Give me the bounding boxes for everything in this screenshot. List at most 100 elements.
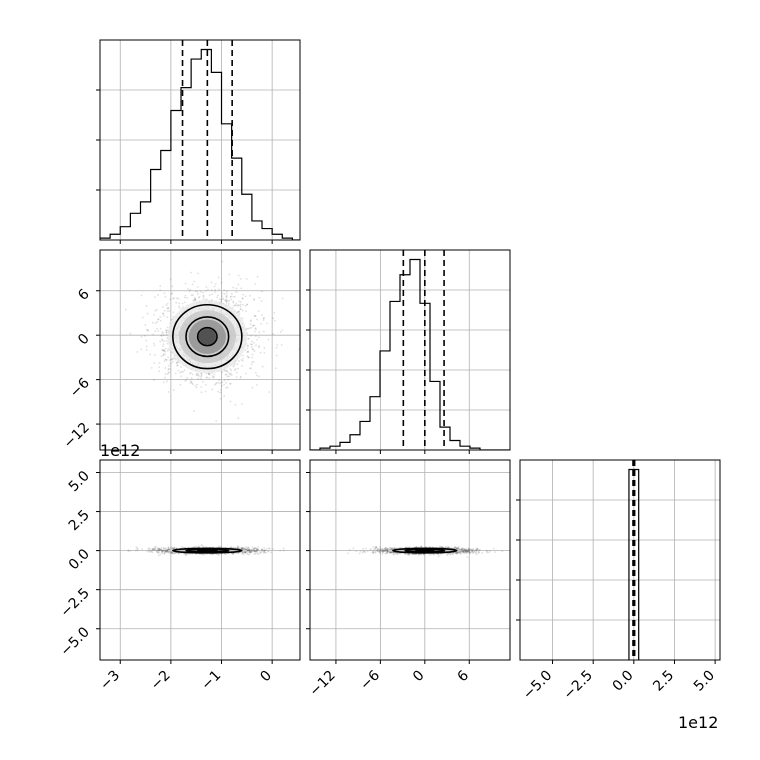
scatter-point — [178, 306, 181, 309]
scatter-point — [259, 351, 262, 354]
scatter-point — [258, 296, 261, 299]
scatter-point — [160, 549, 163, 552]
scatter-point — [232, 295, 235, 298]
scatter-point — [154, 547, 156, 550]
scatter-point — [140, 335, 143, 338]
scatter-point — [260, 314, 263, 316]
scatter-point — [241, 365, 244, 367]
scatter-point — [467, 547, 470, 550]
scatter-point — [460, 550, 463, 553]
scatter-point — [176, 364, 179, 367]
scatter-point — [217, 553, 220, 556]
scatter-point — [163, 552, 166, 554]
scatter-point — [383, 548, 385, 551]
scatter-point — [245, 278, 248, 280]
scatter-point — [175, 362, 178, 365]
scatter-point — [167, 546, 170, 549]
scatter-point — [225, 295, 227, 298]
scatter-point — [172, 360, 174, 363]
scatter-point — [486, 551, 489, 554]
scatter-point — [375, 546, 378, 549]
scatter-point — [168, 359, 171, 361]
scatter-point — [372, 546, 375, 548]
scatter-point — [381, 550, 384, 553]
scatter-point — [475, 551, 478, 554]
scatter-point — [167, 371, 170, 374]
scatter-point — [217, 390, 220, 393]
scatter-point — [223, 395, 226, 398]
scatter-point — [255, 374, 258, 377]
scatter-point — [225, 386, 227, 389]
scatter-point — [234, 403, 237, 406]
scatter-point — [166, 550, 168, 553]
scatter-point — [159, 340, 162, 343]
scatter-point — [219, 388, 222, 391]
scatter-point — [198, 295, 201, 298]
scatter-point — [160, 550, 163, 553]
scatter-point — [241, 552, 243, 555]
scatter-point — [168, 552, 171, 554]
scatter-point — [383, 548, 386, 551]
scatter-point — [226, 371, 229, 374]
scatter-point — [232, 365, 235, 368]
scatter-point — [197, 545, 200, 548]
scatter-point — [225, 298, 228, 301]
scatter-point — [145, 349, 148, 351]
scatter-point — [225, 302, 228, 304]
scatter-point — [164, 296, 167, 298]
scatter-point — [454, 552, 456, 555]
scatter-point — [247, 350, 250, 353]
scatter-p2-p3-panel: −12 −6 0 6 — [306, 459, 511, 700]
scatter-point — [172, 311, 175, 314]
scatter-point — [173, 547, 175, 549]
plot-area — [100, 40, 300, 240]
scatter-point — [158, 547, 161, 550]
scatter-point — [234, 296, 236, 298]
scatter-point — [241, 303, 244, 306]
scatter-point — [267, 550, 270, 552]
x-tick-label: −3 — [97, 668, 123, 694]
scatter-point — [214, 291, 216, 293]
scatter-point — [192, 383, 194, 386]
scatter-point — [195, 373, 198, 375]
scatter-point — [168, 550, 171, 553]
scatter-point — [467, 549, 470, 551]
scatter-point — [249, 551, 252, 554]
scatter-point — [462, 550, 464, 553]
scatter-point — [168, 349, 171, 351]
scatter-point — [267, 338, 270, 341]
scatter-point — [253, 547, 256, 550]
scatter-point — [248, 549, 251, 552]
scatter-point — [232, 552, 235, 555]
scatter-point — [254, 550, 256, 553]
scatter-point — [281, 297, 284, 300]
scatter-point — [388, 551, 391, 554]
histogram-step — [100, 48, 300, 240]
scatter-point — [362, 548, 365, 550]
scatter-point — [279, 549, 282, 552]
density-fill — [198, 328, 217, 345]
scatter-point — [361, 551, 364, 554]
scatter-point — [145, 304, 148, 307]
scatter-point — [465, 550, 468, 553]
scatter-point — [251, 546, 254, 549]
scatter-point — [229, 368, 232, 371]
scatter-point — [163, 292, 166, 295]
y-tick-label: 6 — [75, 286, 93, 304]
scatter-point — [194, 298, 197, 301]
hist-p1-panel — [96, 39, 301, 244]
scatter-point — [374, 551, 377, 554]
scatter-point — [383, 548, 386, 550]
scatter-point — [254, 547, 257, 550]
scatter-point — [457, 546, 460, 549]
scatter-point — [459, 550, 462, 553]
scatter-point — [251, 356, 254, 359]
scatter-point — [210, 289, 213, 291]
scatter-point — [167, 369, 170, 371]
scatter-point — [246, 548, 248, 551]
scatter-point — [471, 550, 474, 552]
scatter-point — [237, 283, 240, 286]
scatter-point — [260, 550, 263, 553]
scatter-point — [196, 293, 199, 296]
